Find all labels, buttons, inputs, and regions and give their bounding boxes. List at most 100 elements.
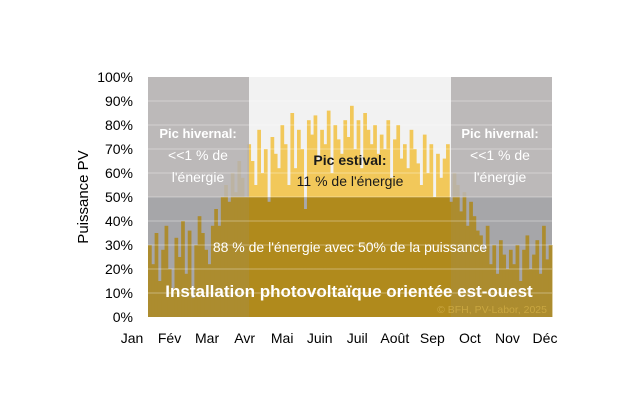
bar [214, 209, 218, 317]
bar-lower [356, 197, 361, 317]
bar [502, 254, 507, 317]
bar-upper [412, 149, 417, 197]
bar-lower [224, 197, 228, 317]
bar [485, 225, 490, 317]
bar-upper [393, 139, 397, 197]
x-tick-label: Nov [495, 330, 520, 346]
bar [164, 225, 169, 317]
bar-lower [237, 197, 242, 317]
bar [492, 245, 497, 317]
bar-lower [234, 197, 238, 317]
bar-upper [343, 120, 348, 197]
bar-upper [439, 177, 444, 197]
x-tick-label: Sep [420, 330, 445, 346]
bar-lower [310, 197, 314, 317]
bar [227, 201, 232, 317]
bars [148, 105, 553, 317]
bar-lower [263, 197, 268, 317]
bar-upper [419, 185, 424, 197]
copyright: © BFH, PV-Labor, 2025 [437, 304, 547, 316]
bar-upper [330, 173, 334, 197]
bar-upper [297, 129, 301, 197]
bar-lower [346, 197, 351, 317]
bar-upper [250, 161, 255, 197]
bar [204, 249, 209, 317]
winter-lower-overlay [148, 197, 249, 317]
y-tick-label: 90% [105, 93, 133, 109]
winter-overlay [148, 77, 249, 197]
bar-lower [383, 197, 387, 317]
bar-lower [247, 197, 252, 317]
bar [532, 254, 536, 317]
bar-lower [393, 197, 397, 317]
bar [303, 209, 308, 317]
y-tick-label: 0% [113, 309, 133, 325]
bar-lower [313, 197, 318, 317]
bar-upper [346, 137, 351, 197]
y-tick-label: 10% [105, 285, 133, 301]
bar-upper [442, 158, 447, 197]
bar-lower [316, 197, 321, 317]
bar-upper [277, 168, 281, 197]
bar-lower [412, 197, 417, 317]
bar-lower [462, 197, 467, 317]
bar [495, 273, 500, 317]
annotation-winter-right: Pic hivernal: <<1 % de l'énergie [461, 126, 538, 185]
bar-lower [369, 197, 374, 317]
summer-line1: 11 % de l'énergie [297, 173, 404, 189]
bar-upper [383, 149, 387, 197]
bar [515, 245, 520, 317]
bar [538, 273, 543, 317]
x-tick-labels: Jan Fév Mar Avr Mai Juin Juil Août Sep Oct Nov Déc [121, 330, 558, 346]
bar-upper [257, 129, 261, 197]
winter-left-line1: <<1 % de [168, 147, 228, 163]
y-tick-label: 30% [105, 237, 133, 253]
x-tick-label: Jan [121, 330, 144, 346]
bar-upper [326, 110, 331, 197]
bar-upper [306, 120, 311, 197]
annotation-main: Installation photovoltaïque orientée est… [165, 282, 533, 301]
bar [522, 249, 526, 317]
bar-lower [250, 197, 255, 317]
bar-lower [399, 197, 404, 317]
bar [167, 269, 172, 317]
bar [191, 297, 195, 317]
bar-upper [320, 129, 324, 197]
bar [187, 230, 192, 317]
bar [449, 201, 454, 317]
bar-lower [376, 197, 381, 317]
bar [177, 257, 182, 317]
bar-upper [310, 134, 314, 197]
bar-lower [260, 197, 265, 317]
bar [194, 245, 199, 317]
bar [512, 264, 516, 317]
bar-upper [253, 185, 258, 197]
bar-upper [280, 125, 285, 197]
bar-lower [446, 197, 450, 317]
bar-upper [333, 125, 338, 197]
bar [545, 259, 550, 317]
winter-right-line1: <<1 % de [470, 147, 530, 163]
winter-left-title: Pic hivernal: [159, 126, 236, 141]
bar [157, 281, 162, 317]
bar [210, 225, 215, 317]
bar-lower [409, 197, 414, 317]
bar-lower [455, 197, 460, 317]
bar-lower [333, 197, 338, 317]
bar-lower [386, 197, 391, 317]
bar-lower [422, 197, 427, 317]
y-tick-labels: 0% 10% 20% 30% 40% 50% 60% 70% 80% 90% 100% [97, 69, 133, 325]
bar-upper [313, 115, 318, 197]
bar-lower [330, 197, 334, 317]
bar-lower [323, 197, 328, 317]
bar [171, 288, 175, 317]
y-tick-label: 70% [105, 141, 133, 157]
bar-lower [442, 197, 447, 317]
y-tick-label: 60% [105, 165, 133, 181]
bar-lower [280, 197, 285, 317]
bar-upper [290, 113, 295, 197]
bar-upper [373, 125, 377, 197]
bar-upper [263, 149, 268, 197]
bar [459, 211, 463, 317]
bar [174, 237, 179, 317]
